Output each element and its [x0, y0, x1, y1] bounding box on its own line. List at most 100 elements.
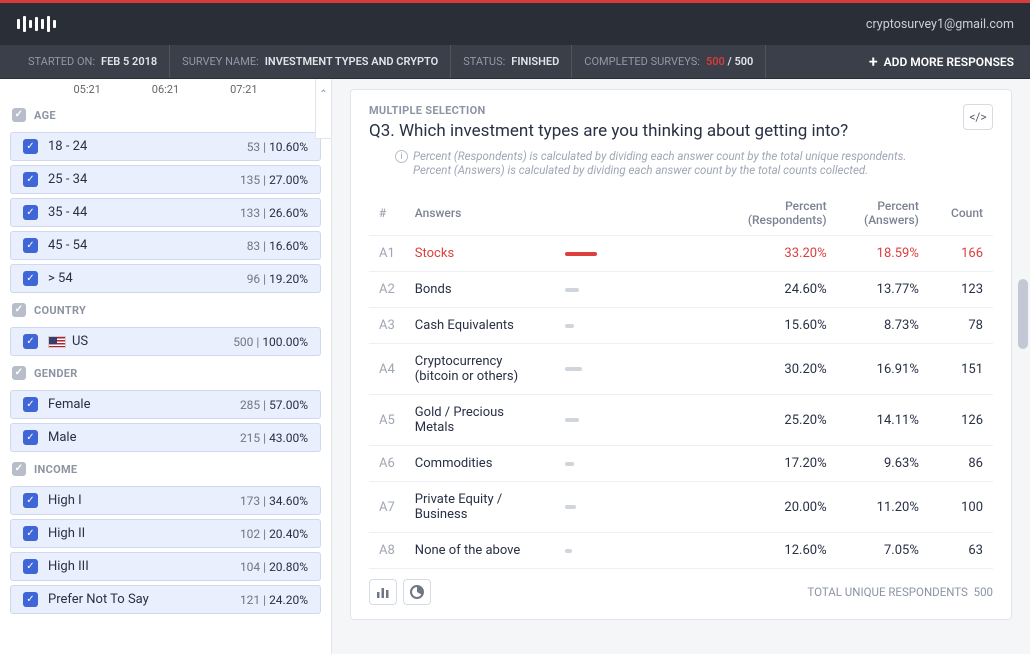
filter-item-stat: 285 | 57.00% — [240, 398, 308, 412]
answer-row[interactable]: A3Cash Equivalents15.60%8.73%78 — [369, 308, 993, 344]
answer-count: 63 — [929, 533, 993, 569]
answer-count: 126 — [929, 395, 993, 446]
bar-chart-button[interactable] — [369, 579, 397, 605]
filter-item-stat: 53 | 10.60% — [247, 140, 308, 154]
filter-row[interactable]: 35 - 44133 | 26.60% — [10, 198, 321, 227]
answer-name: Bonds — [405, 272, 555, 308]
group-checkbox-icon[interactable] — [12, 108, 26, 122]
status-value: FINISHED — [511, 55, 559, 68]
filter-group-header[interactable]: GENDER — [8, 360, 323, 386]
filter-row[interactable]: US 500 | 100.00% — [10, 327, 321, 356]
filter-item-stat: 215 | 43.00% — [240, 431, 308, 445]
group-checkbox-icon[interactable] — [12, 462, 26, 476]
app-logo[interactable] — [16, 16, 57, 32]
filter-item-label: 25 - 34 — [48, 172, 87, 187]
answer-count: 100 — [929, 482, 993, 533]
filter-checkbox-icon[interactable] — [23, 238, 38, 253]
filter-checkbox-icon[interactable] — [23, 205, 38, 220]
col-percent-answers[interactable]: Percent (Answers) — [837, 191, 929, 236]
answer-percent-respondents: 25.20% — [715, 395, 837, 446]
answer-row[interactable]: A6Commodities17.20%9.63%86 — [369, 446, 993, 482]
col-percent-respondents[interactable]: Percent (Respondents) — [715, 191, 837, 236]
filter-checkbox-icon[interactable] — [23, 526, 38, 541]
answer-name: Commodities — [405, 446, 555, 482]
filter-group-header[interactable]: AGE — [8, 102, 323, 128]
filter-row[interactable]: 18 - 2453 | 10.60% — [10, 132, 321, 161]
answer-count: 123 — [929, 272, 993, 308]
filter-checkbox-icon[interactable] — [23, 493, 38, 508]
filter-checkbox-icon[interactable] — [23, 271, 38, 286]
pie-chart-button[interactable] — [403, 579, 431, 605]
sidebar-collapse-handle[interactable] — [315, 79, 331, 139]
answer-row[interactable]: A4Cryptocurrency (bitcoin or others)30.2… — [369, 344, 993, 395]
col-count[interactable]: Count — [929, 191, 993, 236]
question-card: MULTIPLE SELECTION Q3. Which investment … — [350, 89, 1012, 620]
filter-row[interactable]: High I173 | 34.60% — [10, 486, 321, 515]
add-more-responses-button[interactable]: + ADD MORE RESPONSES — [853, 45, 1030, 78]
filter-group-header[interactable]: INCOME — [8, 456, 323, 482]
completed-count: 500 — [706, 55, 725, 68]
filter-item-label: 45 - 54 — [48, 238, 87, 253]
filter-row[interactable]: Female285 | 57.00% — [10, 390, 321, 419]
question-type-label: MULTIPLE SELECTION — [369, 104, 848, 117]
filter-item-stat: 500 | 100.00% — [233, 335, 308, 349]
scroll-thumb[interactable] — [1018, 279, 1028, 349]
answer-percent-respondents: 24.60% — [715, 272, 837, 308]
total-respondents-label: TOTAL UNIQUE RESPONDENTS — [807, 585, 968, 599]
filter-row[interactable]: > 5496 | 19.20% — [10, 264, 321, 293]
answer-id: A5 — [369, 395, 405, 446]
answer-row[interactable]: A1Stocks33.20%18.59%166 — [369, 236, 993, 272]
filter-row[interactable]: High III104 | 20.80% — [10, 552, 321, 581]
filter-row[interactable]: Male215 | 43.00% — [10, 423, 321, 452]
user-email[interactable]: cryptosurvey1@gmail.com — [866, 17, 1014, 32]
answer-row[interactable]: A8None of the above12.60%7.05%63 — [369, 533, 993, 569]
answer-id: A7 — [369, 482, 405, 533]
filter-checkbox-icon[interactable] — [23, 172, 38, 187]
filter-row[interactable]: High II102 | 20.40% — [10, 519, 321, 548]
answer-row[interactable]: A2Bonds24.60%13.77%123 — [369, 272, 993, 308]
col-answers[interactable]: Answers — [405, 191, 555, 236]
answer-name: Stocks — [405, 236, 555, 272]
answer-count: 86 — [929, 446, 993, 482]
answer-percent-answers: 16.91% — [837, 344, 929, 395]
started-on-value: FEB 5 2018 — [101, 55, 157, 68]
filter-item-stat: 121 | 24.20% — [240, 593, 308, 607]
answers-table: # Answers Percent (Respondents) Percent … — [369, 191, 993, 569]
answer-percent-answers: 7.05% — [837, 533, 929, 569]
question-title: Q3. Which investment types are you think… — [369, 121, 848, 141]
group-checkbox-icon[interactable] — [12, 303, 26, 317]
time-tick: 07:21 — [230, 83, 257, 96]
answer-row[interactable]: A7Private Equity / Business20.00%11.20%1… — [369, 482, 993, 533]
filter-item-stat: 102 | 20.40% — [240, 527, 308, 541]
filter-group-header[interactable]: COUNTRY — [8, 297, 323, 323]
filter-checkbox-icon[interactable] — [23, 559, 38, 574]
filters-sidebar: 05:2106:2107:21AGE18 - 2453 | 10.60%25 -… — [0, 79, 332, 654]
filter-row[interactable]: 25 - 34135 | 27.00% — [10, 165, 321, 194]
filter-checkbox-icon[interactable] — [23, 592, 38, 607]
filter-checkbox-icon[interactable] — [23, 430, 38, 445]
answer-percent-respondents: 15.60% — [715, 308, 837, 344]
answer-percent-respondents: 33.20% — [715, 236, 837, 272]
answer-row[interactable]: A5Gold / Precious Metals25.20%14.11%126 — [369, 395, 993, 446]
group-checkbox-icon[interactable] — [12, 366, 26, 380]
answer-id: A4 — [369, 344, 405, 395]
filter-item-label: US — [48, 334, 88, 349]
bar-chart-icon — [376, 586, 390, 598]
filter-checkbox-icon[interactable] — [23, 397, 38, 412]
answer-id: A2 — [369, 272, 405, 308]
filter-checkbox-icon[interactable] — [23, 139, 38, 154]
answer-bar — [555, 308, 715, 344]
answer-count: 166 — [929, 236, 993, 272]
answer-percent-answers: 9.63% — [837, 446, 929, 482]
time-tick: 06:21 — [152, 83, 179, 96]
filter-item-label: Prefer Not To Say — [48, 592, 149, 607]
filter-row[interactable]: Prefer Not To Say 121 | 24.20% — [10, 585, 321, 614]
answer-bar — [555, 395, 715, 446]
add-more-label: ADD MORE RESPONSES — [884, 55, 1014, 69]
filter-checkbox-icon[interactable] — [23, 334, 38, 349]
filter-row[interactable]: 45 - 5483 | 16.60% — [10, 231, 321, 260]
flag-us-icon — [48, 336, 66, 348]
answer-bar — [555, 446, 715, 482]
filter-group-label: GENDER — [34, 367, 78, 380]
embed-code-button[interactable]: </> — [963, 104, 993, 130]
